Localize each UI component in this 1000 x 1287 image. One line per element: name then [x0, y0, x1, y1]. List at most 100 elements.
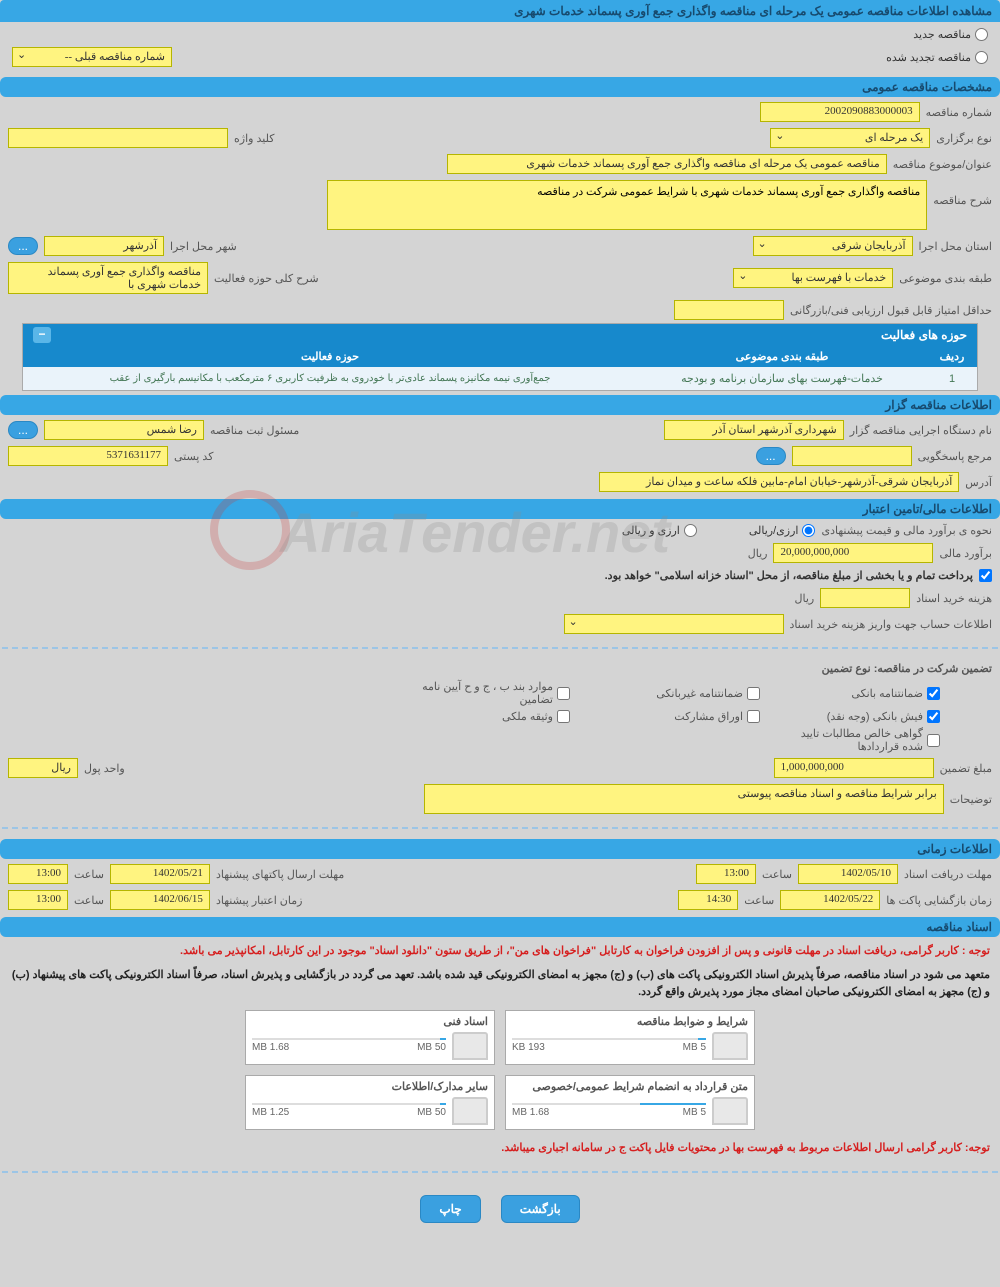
unit-label: واحد پول: [84, 762, 125, 775]
send-deadline-label: مهلت ارسال پاکتهای پیشنهاد: [216, 868, 344, 881]
col-idx: ردیف: [927, 346, 977, 367]
doc-notice-2: متعهد می شود در اسناد مناقصه، صرفاً پذیر…: [0, 965, 1000, 1004]
radio-renewed-tender[interactable]: مناقصه تجدید شده: [886, 51, 988, 64]
province-label: استان محل اجرا: [919, 240, 992, 253]
validity-date[interactable]: 1402/06/15: [110, 890, 210, 910]
doc-card-other[interactable]: سایر مدارک/اطلاعات 50 MB1.25 MB: [245, 1075, 495, 1130]
radio-new-label: مناقصه جدید: [913, 28, 971, 41]
type-label: نوع برگزاری: [936, 132, 992, 145]
treasury-check[interactable]: [979, 569, 992, 582]
remarks-label: توضیحات: [950, 793, 992, 806]
est-label: برآورد مالی: [939, 547, 992, 560]
reg-resp-picker[interactable]: ...: [8, 421, 38, 439]
radio-renewed-label: مناقصه تجدید شده: [886, 51, 971, 64]
opt-rial[interactable]: ارزی/ریالی: [749, 524, 816, 537]
doc-cost-label: هزینه خرید اسناد: [916, 592, 992, 605]
page-title: مشاهده اطلاعات مناقصه عمومی یک مرحله ای …: [0, 0, 1000, 22]
radio-renewed-input[interactable]: [975, 51, 988, 64]
class-select[interactable]: خدمات با فهرست بها: [733, 268, 893, 288]
radio-new-input[interactable]: [975, 28, 988, 41]
scope-field[interactable]: مناقصه واگذاری جمع آوری پسماند خدمات شهر…: [8, 262, 208, 294]
acct-info-label: اطلاعات حساب جهت واریز هزینه خرید اسناد: [790, 618, 992, 631]
title-label: عنوان/موضوع مناقصه: [893, 158, 992, 171]
ref-field[interactable]: [792, 446, 912, 466]
postal-label: کد پستی: [174, 450, 213, 463]
chk-securities[interactable]: اوراق مشارکت: [600, 710, 760, 723]
section-financial: اطلاعات مالی/تامین اعتبار: [0, 499, 1000, 519]
open-time[interactable]: 14:30: [678, 890, 738, 910]
class-label: طبقه بندی موضوعی: [899, 272, 992, 285]
ref-label: مرجع پاسخگویی: [918, 450, 992, 463]
activity-table: ردیف طبقه بندی موضوعی حوزه فعالیت 1 خدما…: [23, 346, 977, 390]
province-select[interactable]: آذربایجان شرقی: [753, 236, 913, 256]
section-timing: اطلاعات زمانی: [0, 839, 1000, 859]
scope-label: شرح کلی حوزه فعالیت: [214, 272, 319, 285]
back-button[interactable]: بازگشت: [501, 1195, 580, 1223]
doc-card-contract[interactable]: متن قرارداد به انضمام شرایط عمومی/خصوصی …: [505, 1075, 755, 1130]
section-general: مشخصات مناقصه عمومی: [0, 77, 1000, 97]
addr-label: آدرس: [965, 476, 992, 489]
separator-2: [2, 827, 998, 829]
cell-scope: جمع‌آوری نیمه مکانیزه پسماند عادی‌تر با …: [23, 367, 637, 390]
send-deadline-time[interactable]: 13:00: [8, 864, 68, 884]
opt-both[interactable]: ارزی و ریالی: [622, 524, 697, 537]
desc-label: شرح مناقصه: [933, 180, 992, 207]
recv-deadline-date[interactable]: 1402/05/10: [798, 864, 898, 884]
title-field[interactable]: مناقصه عمومی یک مرحله ای مناقصه واگذاری …: [447, 154, 887, 174]
type-select[interactable]: یک مرحله ای: [770, 128, 930, 148]
folder-icon: [452, 1097, 488, 1125]
doc-card-technical[interactable]: اسناد فنی 50 MB1.68 MB: [245, 1010, 495, 1065]
send-deadline-date[interactable]: 1402/05/21: [110, 864, 210, 884]
open-date[interactable]: 1402/05/22: [780, 890, 880, 910]
keyword-label: کلید واژه: [234, 132, 274, 145]
postal-field[interactable]: 5371631177: [8, 446, 168, 466]
recv-deadline-label: مهلت دریافت اسناد: [904, 868, 992, 881]
separator: [2, 647, 998, 649]
print-button[interactable]: چاپ: [420, 1195, 480, 1223]
folder-icon: [452, 1032, 488, 1060]
doc-cost-field[interactable]: [820, 588, 910, 608]
est-field[interactable]: 20,000,000,000: [773, 543, 933, 563]
recv-deadline-time[interactable]: 13:00: [696, 864, 756, 884]
doc-card-conditions[interactable]: شرایط و ضوابط مناقصه 5 MB193 KB: [505, 1010, 755, 1065]
table-row: 1 خدمات-فهرست بهای سازمان برنامه و بودجه…: [23, 367, 977, 390]
chk-net-claims[interactable]: گواهی خالص مطالبات تایید شده قراردادها: [790, 727, 940, 753]
city-field[interactable]: آذرشهر: [44, 236, 164, 256]
guarantee-header: تضمین شرکت در مناقصه: نوع تضمین: [822, 662, 992, 675]
chk-property[interactable]: وثیقه ملکی: [420, 710, 570, 723]
doc-notice-3: توجه: کاربر گرامی ارسال اطلاعات مربوط به…: [0, 1136, 1000, 1162]
folder-icon: [712, 1032, 748, 1060]
reg-resp-field: رضا شمس: [44, 420, 204, 440]
chk-nonbank[interactable]: ضمانتنامه غیربانکی: [600, 680, 760, 706]
folder-icon: [712, 1097, 748, 1125]
guarantee-amt-field[interactable]: 1,000,000,000: [774, 758, 934, 778]
chk-bank-guarantee[interactable]: ضمانتنامه بانکی: [790, 680, 940, 706]
prev-tender-number-select[interactable]: شماره مناقصه قبلی --: [12, 47, 172, 67]
min-score-label: حداقل امتیاز قابل قبول ارزیابی فنی/بازرگ…: [790, 304, 992, 317]
guarantee-amt-label: مبلغ تضمین: [940, 762, 992, 775]
keyword-field[interactable]: [8, 128, 228, 148]
validity-time[interactable]: 13:00: [8, 890, 68, 910]
addr-field[interactable]: آذربایجان شرقی-آذرشهر-خیابان امام-مابین …: [599, 472, 959, 492]
cell-class: خدمات-فهرست بهای سازمان برنامه و بودجه: [637, 367, 927, 390]
separator-3: [2, 1171, 998, 1173]
collapse-activity-button[interactable]: −: [33, 327, 51, 343]
exec-field: شهرداری آذرشهر استان آذر: [664, 420, 844, 440]
tender-no-label: شماره مناقصه: [926, 106, 992, 119]
chk-items[interactable]: موارد بند ب ، ج و ح آیین نامه تضامین: [420, 680, 570, 706]
acct-info-select[interactable]: [564, 614, 784, 634]
city-picker-button[interactable]: ...: [8, 237, 38, 255]
remarks-field[interactable]: برابر شرایط مناقصه و اسناد مناقصه پیوستی: [424, 784, 944, 814]
section-organizer: اطلاعات مناقصه گزار: [0, 395, 1000, 415]
desc-textarea[interactable]: [327, 180, 927, 230]
section-documents: اسناد مناقصه: [0, 917, 1000, 937]
activity-header: حوزه های فعالیت: [881, 328, 967, 342]
ref-picker[interactable]: ...: [756, 447, 786, 465]
min-score-field[interactable]: [674, 300, 784, 320]
validity-label: زمان اعتبار پیشنهاد: [216, 894, 303, 907]
est-method-label: نحوه ی برآورد مالی و قیمت پیشنهادی: [821, 524, 992, 537]
radio-new-tender[interactable]: مناقصه جدید: [913, 28, 988, 41]
exec-label: نام دستگاه اجرایی مناقصه گزار: [850, 424, 992, 437]
chk-bank-receipt[interactable]: فیش بانکی (وجه نقد): [790, 710, 940, 723]
cell-idx: 1: [927, 367, 977, 390]
